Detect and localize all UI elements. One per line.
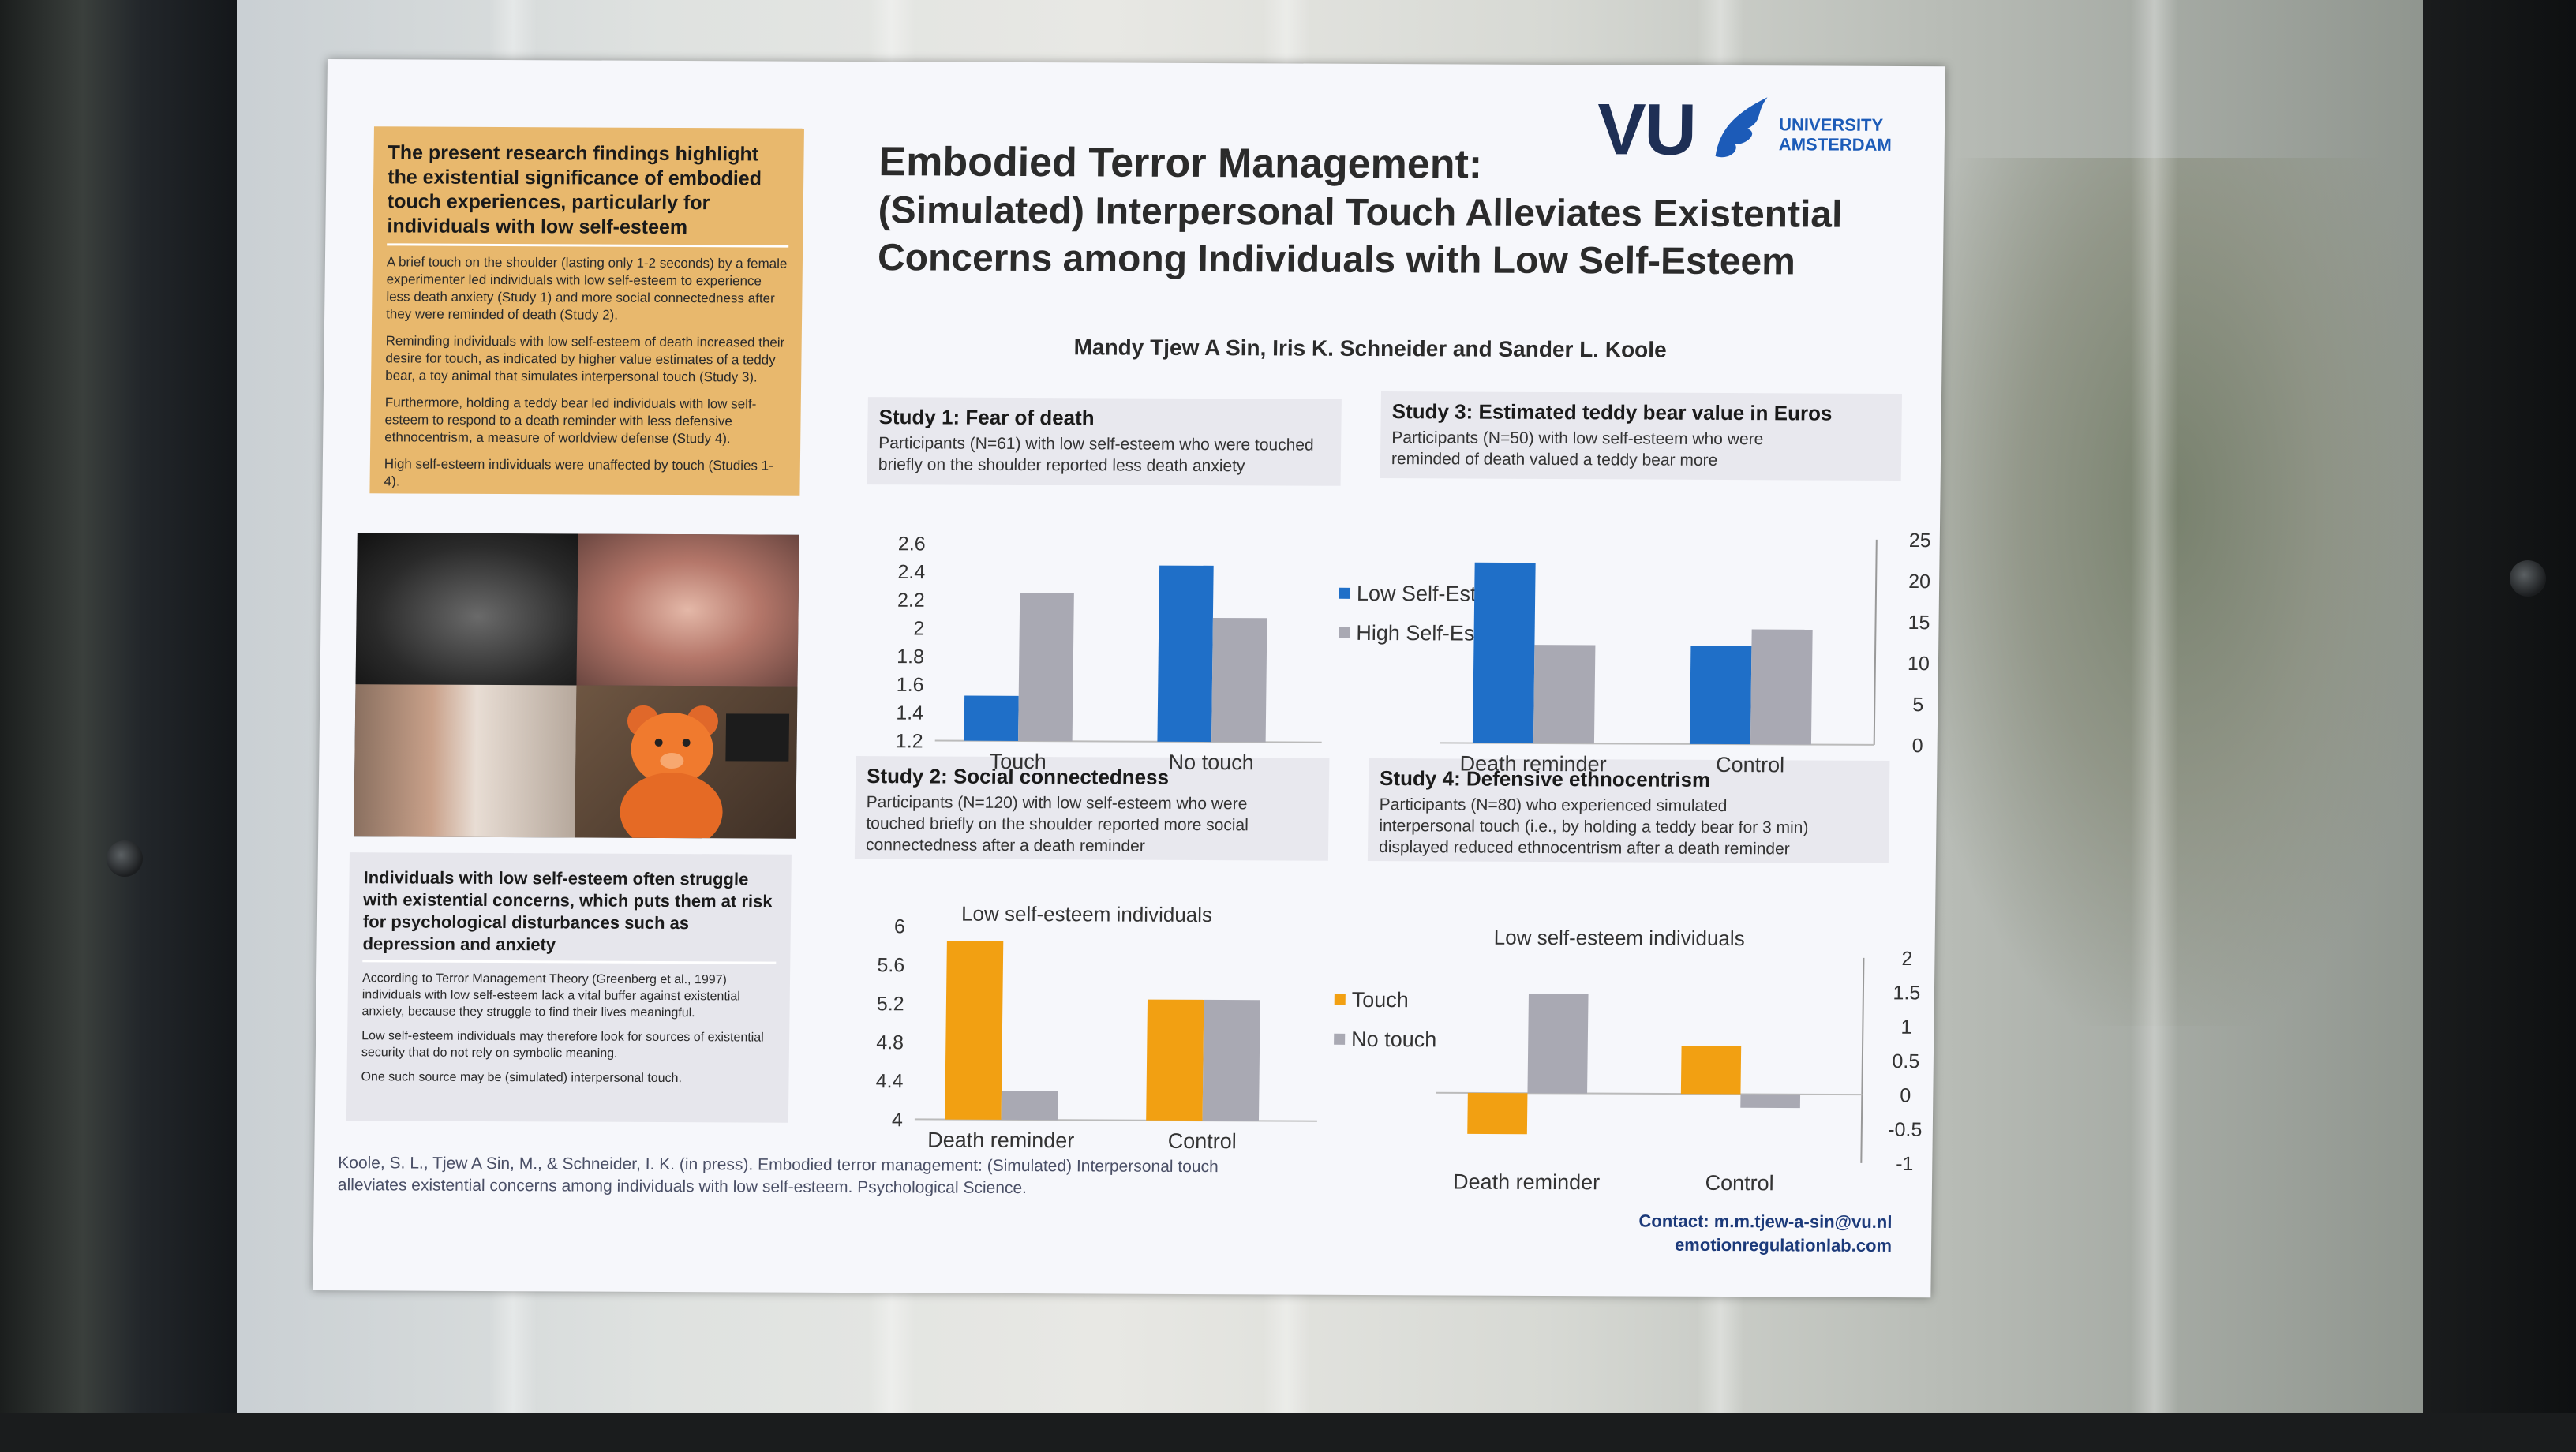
- y-tick-label: 10: [1908, 653, 1930, 675]
- contact-email: Contact: m.m.tjew-a-sin@vu.nl: [1638, 1211, 1893, 1232]
- bar-low-self-esteem: [964, 695, 1019, 741]
- bar-high-self-esteem: [1211, 617, 1267, 743]
- bar-no-touch: [1001, 1091, 1058, 1121]
- y-tick-label: -0.5: [1888, 1119, 1922, 1141]
- window-sill: [0, 1413, 2576, 1452]
- x-tick-label: Death reminder: [1453, 1169, 1600, 1194]
- legend-swatch: [1334, 994, 1346, 1005]
- window-frame-right: [2423, 0, 2576, 1452]
- y-tick-label: 6: [894, 915, 905, 937]
- y-tick-label: 20: [1908, 571, 1930, 593]
- photo-collage: [354, 533, 799, 839]
- curtain-fold: [2131, 0, 2178, 1452]
- bar-touch: [1146, 999, 1204, 1121]
- y-tick-label: 2: [913, 618, 924, 640]
- x-tick-label: No touch: [1169, 750, 1254, 774]
- bolt-icon: [2510, 560, 2546, 597]
- window-frame-left: [0, 0, 237, 1452]
- chart-title: Low self-esteem individuals: [961, 902, 1212, 926]
- y-tick-label: 2.2: [897, 589, 925, 612]
- chart-title: Low self-esteem individuals: [1494, 926, 1745, 950]
- y-tick-label: 5.6: [877, 954, 904, 976]
- bar-high-self-esteem: [1018, 593, 1074, 742]
- bar-touch: [945, 940, 1004, 1120]
- y-tick-label: 2: [1901, 948, 1912, 970]
- y-tick-label: 0: [1900, 1084, 1911, 1106]
- y-tick-label: 25: [1909, 530, 1931, 552]
- y-tick-label: 1.4: [896, 702, 923, 724]
- bar-high-self-esteem: [1533, 645, 1596, 744]
- y-tick-label: 2.4: [897, 561, 925, 583]
- trees-reflection: [1910, 158, 2431, 1026]
- bar-high-self-esteem: [1750, 629, 1813, 745]
- y-tick-label: 4: [892, 1109, 903, 1131]
- y-axis-line: [1860, 957, 1865, 1163]
- x-tick-label: Death reminder: [1459, 752, 1606, 777]
- bar-no-touch: [1527, 994, 1589, 1094]
- y-tick-label: 4.8: [876, 1031, 904, 1053]
- y-tick-label: 1.8: [897, 646, 924, 668]
- y-tick-label: -1: [1896, 1153, 1914, 1175]
- x-tick-label: Death reminder: [927, 1128, 1074, 1152]
- griffin-icon: [1715, 97, 1768, 158]
- bar-low-self-esteem: [1689, 646, 1752, 745]
- legend-swatch: [1339, 587, 1351, 599]
- legend-label: Touch: [1352, 988, 1409, 1012]
- contact-website: emotionregulationlab.com: [1674, 1234, 1893, 1256]
- y-tick-label: 1: [1900, 1016, 1911, 1038]
- y-axis-line: [1873, 539, 1878, 745]
- bolt-icon: [107, 840, 143, 877]
- bar-low-self-esteem: [1472, 562, 1536, 743]
- bar-touch: [1467, 1092, 1528, 1135]
- y-tick-label: 1.2: [896, 730, 923, 752]
- legend-label: No touch: [1351, 1027, 1436, 1051]
- y-tick-label: 15: [1908, 612, 1930, 634]
- x-tick-label: Control: [1168, 1129, 1237, 1153]
- y-tick-label: 0: [1912, 735, 1923, 757]
- bar-low-self-esteem: [1157, 565, 1214, 743]
- y-tick-label: 2.6: [898, 533, 926, 555]
- y-tick-label: 5.2: [877, 993, 904, 1015]
- x-tick-label: Control: [1716, 753, 1784, 777]
- bar-touch: [1680, 1046, 1742, 1095]
- x-tick-label: Touch: [990, 750, 1046, 773]
- poster: The present research findings highlight …: [313, 59, 1945, 1298]
- photo-teddy-bear: [575, 685, 798, 839]
- x-tick-label: Control: [1705, 1171, 1773, 1195]
- y-tick-label: 0.5: [1892, 1050, 1919, 1072]
- bar-no-touch: [1740, 1094, 1801, 1109]
- y-tick-label: 1.5: [1893, 982, 1920, 1004]
- bar-no-touch: [1202, 999, 1260, 1121]
- y-tick-label: 1.6: [897, 674, 924, 696]
- y-tick-label: 5: [1912, 694, 1923, 716]
- legend-swatch: [1334, 1033, 1346, 1045]
- contact: Contact: m.m.tjew-a-sin@vu.nl emotionreg…: [1592, 1209, 1893, 1258]
- legend-swatch: [1339, 627, 1350, 638]
- y-tick-label: 4.4: [876, 1070, 904, 1092]
